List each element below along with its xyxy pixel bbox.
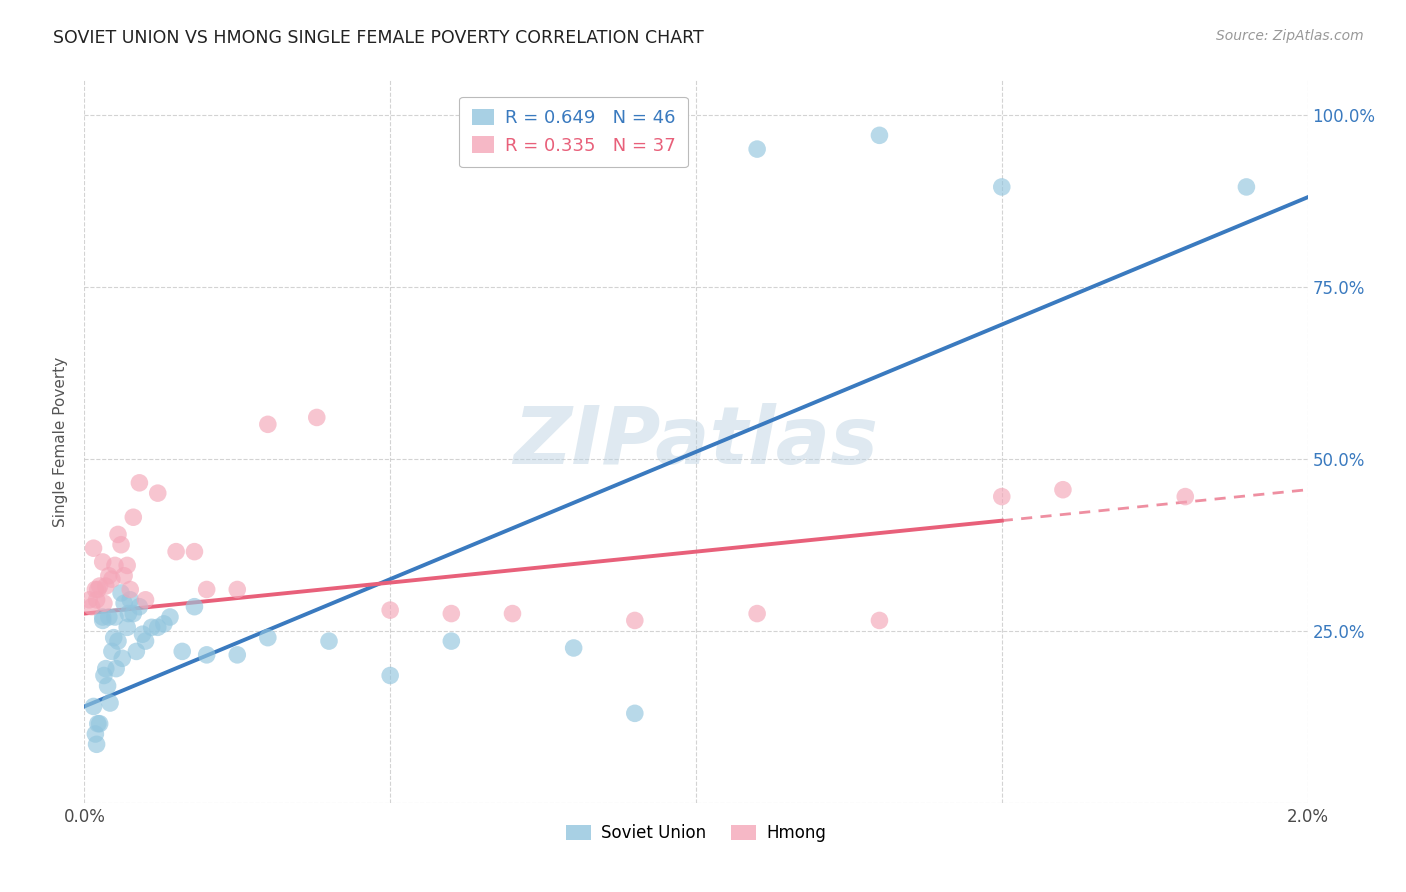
Point [84, 727, 107, 741]
Point [135, 592, 157, 607]
Point [440, 607, 463, 621]
Point [991, 180, 1014, 194]
Point [110, 586, 132, 600]
Point [107, 527, 129, 541]
Text: ZIPatlas: ZIPatlas [513, 402, 879, 481]
Point [165, 544, 187, 558]
Point [91, 614, 114, 628]
Point [115, 620, 138, 634]
Point [257, 417, 280, 432]
Point [869, 614, 891, 628]
Point [624, 614, 647, 628]
Point [440, 634, 463, 648]
Point [98, 696, 121, 710]
Point [747, 607, 769, 621]
Point [128, 475, 150, 490]
Point [86, 737, 108, 751]
Point [502, 607, 524, 621]
Point [226, 582, 249, 597]
Point [104, 558, 127, 573]
Legend: Soviet Union, Hmong: Soviet Union, Hmong [560, 817, 832, 848]
Point [86, 592, 108, 607]
Point [80, 599, 103, 614]
Point [105, 662, 128, 676]
Point [110, 538, 132, 552]
Point [1236, 180, 1258, 194]
Point [91, 610, 114, 624]
Point [89, 579, 111, 593]
Point [1052, 483, 1074, 497]
Point [159, 610, 181, 624]
Point [112, 596, 135, 610]
Point [93, 668, 115, 682]
Point [183, 599, 205, 614]
Point [172, 644, 194, 658]
Point [83, 541, 105, 556]
Point [101, 572, 124, 586]
Point [111, 651, 134, 665]
Point [101, 644, 124, 658]
Point [104, 610, 127, 624]
Point [122, 607, 145, 621]
Point [195, 582, 218, 597]
Point [97, 610, 120, 624]
Point [562, 640, 585, 655]
Point [146, 486, 169, 500]
Point [77, 592, 100, 607]
Point [84, 582, 107, 597]
Point [120, 592, 142, 607]
Point [305, 410, 328, 425]
Point [83, 699, 105, 714]
Point [380, 603, 402, 617]
Point [226, 648, 249, 662]
Point [112, 568, 135, 582]
Point [146, 620, 169, 634]
Point [103, 631, 125, 645]
Point [97, 679, 120, 693]
Point [91, 555, 114, 569]
Point [87, 716, 110, 731]
Point [257, 631, 280, 645]
Point [131, 627, 153, 641]
Point [141, 620, 163, 634]
Point [128, 599, 150, 614]
Point [195, 648, 218, 662]
Point [153, 616, 176, 631]
Point [747, 142, 769, 156]
Point [183, 544, 205, 558]
Point [122, 510, 145, 524]
Point [93, 596, 115, 610]
Point [89, 716, 111, 731]
Point [97, 568, 120, 582]
Point [87, 582, 110, 597]
Point [318, 634, 340, 648]
Point [94, 662, 117, 676]
Text: Source: ZipAtlas.com: Source: ZipAtlas.com [1216, 29, 1364, 43]
Point [380, 668, 402, 682]
Point [107, 634, 129, 648]
Point [991, 490, 1014, 504]
Point [869, 128, 891, 143]
Point [117, 607, 139, 621]
Y-axis label: Single Female Poverty: Single Female Poverty [53, 357, 69, 526]
Point [120, 582, 142, 597]
Point [94, 579, 117, 593]
Text: SOVIET UNION VS HMONG SINGLE FEMALE POVERTY CORRELATION CHART: SOVIET UNION VS HMONG SINGLE FEMALE POVE… [53, 29, 704, 46]
Point [135, 634, 157, 648]
Point [1174, 490, 1197, 504]
Point [624, 706, 647, 721]
Point [115, 558, 138, 573]
Point [125, 644, 148, 658]
